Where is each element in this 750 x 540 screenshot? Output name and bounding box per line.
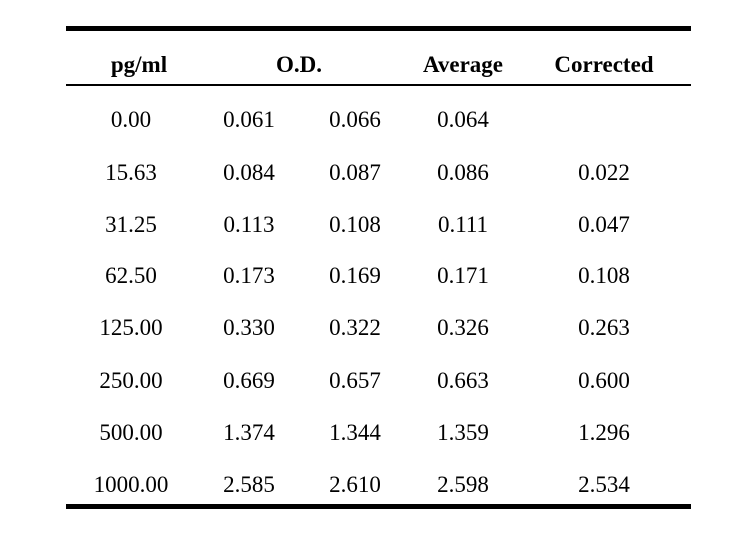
cell-od-1: 1.374	[223, 420, 275, 445]
table-row: 0.00 0.061 0.066 0.064	[66, 105, 691, 135]
table-row: 500.00 1.374 1.344 1.359 1.296	[66, 418, 691, 448]
cell-corrected: 0.108	[578, 263, 630, 288]
cell-average: 0.326	[437, 315, 489, 340]
cell-pg-ml: 15.63	[105, 160, 157, 185]
table-bottom-rule	[66, 504, 691, 509]
cell-average: 0.111	[437, 212, 489, 237]
cell-average: 0.064	[437, 107, 489, 132]
cell-pg-ml: 1000.00	[93, 472, 169, 497]
header-pg-ml: pg/ml	[110, 52, 168, 77]
cell-od-1: 0.061	[223, 107, 275, 132]
cell-od-2: 1.344	[329, 420, 381, 445]
cell-average: 2.598	[437, 472, 489, 497]
cell-corrected: 0.047	[578, 212, 630, 237]
table-top-rule	[66, 26, 691, 31]
table-row: 125.00 0.330 0.322 0.326 0.263	[66, 313, 691, 343]
cell-pg-ml: 500.00	[99, 420, 163, 445]
cell-od-1: 0.113	[223, 212, 275, 237]
cell-average: 0.086	[437, 160, 489, 185]
header-average: Average	[422, 52, 504, 77]
cell-corrected: 0.022	[578, 160, 630, 185]
table-header-rule	[66, 84, 691, 86]
cell-pg-ml: 62.50	[105, 263, 157, 288]
table-row: 250.00 0.669 0.657 0.663 0.600	[66, 366, 691, 396]
standard-curve-table: pg/ml O.D. Average Corrected 0.00 0.061 0.…	[66, 26, 691, 510]
cell-average: 0.663	[437, 368, 489, 393]
cell-od-1: 0.084	[223, 160, 275, 185]
cell-corrected: 2.534	[578, 472, 630, 497]
header-od: O.D.	[276, 52, 322, 77]
cell-od-2: 0.108	[329, 212, 381, 237]
cell-od-2: 0.066	[329, 107, 381, 132]
header-corrected: Corrected	[554, 52, 654, 77]
cell-od-1: 2.585	[223, 472, 275, 497]
cell-od-2: 0.169	[329, 263, 381, 288]
table-row: 62.50 0.173 0.169 0.171 0.108	[66, 261, 691, 291]
cell-average: 0.171	[437, 263, 489, 288]
cell-od-1: 0.669	[223, 368, 275, 393]
cell-corrected: 0.600	[578, 368, 630, 393]
cell-od-1: 0.173	[223, 263, 275, 288]
cell-pg-ml: 0.00	[110, 107, 152, 132]
cell-pg-ml: 31.25	[105, 212, 157, 237]
cell-od-2: 0.657	[329, 368, 381, 393]
cell-corrected: 1.296	[578, 420, 630, 445]
cell-od-2: 0.322	[329, 315, 381, 340]
cell-pg-ml: 250.00	[99, 368, 163, 393]
cell-od-2: 0.087	[329, 160, 381, 185]
cell-average: 1.359	[437, 420, 489, 445]
cell-pg-ml: 125.00	[99, 315, 163, 340]
table-row: 1000.00 2.585 2.610 2.598 2.534	[66, 470, 691, 500]
cell-od-2: 2.610	[329, 472, 381, 497]
table-row: 31.25 0.113 0.108 0.111 0.047	[66, 210, 691, 240]
table-row: 15.63 0.084 0.087 0.086 0.022	[66, 158, 691, 188]
cell-corrected: 0.263	[578, 315, 630, 340]
cell-od-1: 0.330	[223, 315, 275, 340]
